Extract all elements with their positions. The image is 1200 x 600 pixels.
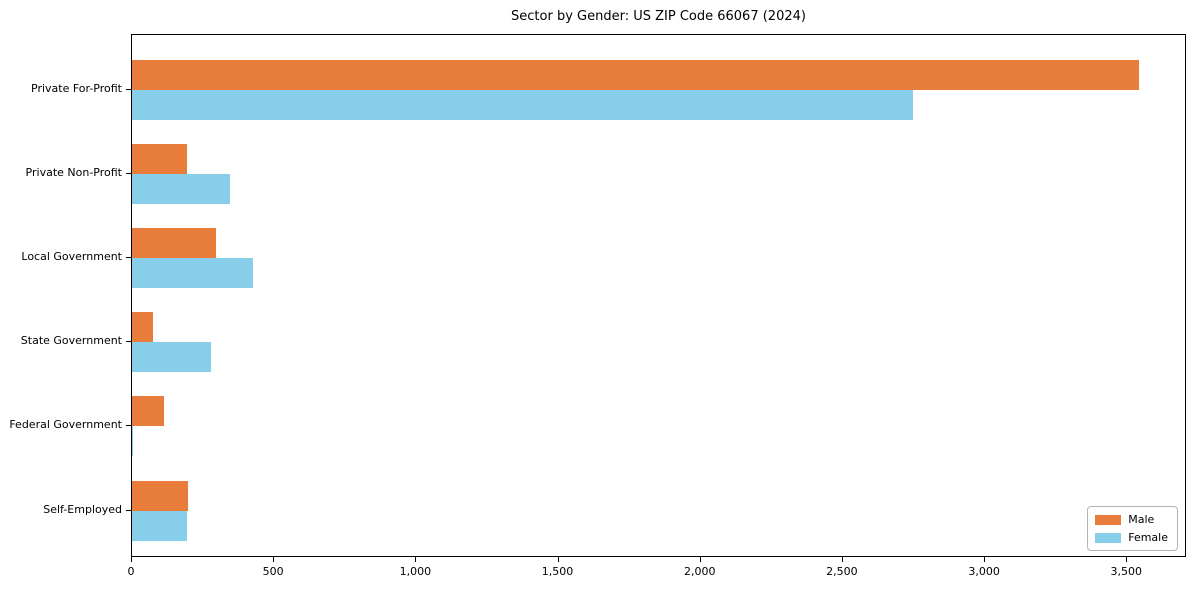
y-tick-mark-private-for-profit	[126, 89, 131, 90]
x-tick-label-500: 500	[262, 565, 284, 578]
legend-swatch-female	[1095, 532, 1122, 543]
bar-male-local-government	[132, 228, 217, 259]
bar-male-state-government	[132, 312, 154, 343]
y-tick-mark-private-non-profit	[126, 173, 131, 175]
y-tick-label-local-government: Local Government	[21, 250, 122, 264]
x-tick-label-1000: 1,000	[399, 565, 432, 578]
x-tick-label-3000: 3,000	[968, 565, 1000, 578]
bar-female-self-employed	[132, 510, 188, 541]
legend-item-female: Female	[1095, 531, 1168, 544]
x-tick-label-3500: 3,500	[1110, 565, 1143, 578]
x-tick-label-2500: 2,500	[826, 565, 858, 578]
x-tick-mark-500	[273, 557, 275, 562]
legend-label-male: Male	[1128, 513, 1155, 526]
x-tick-mark-2000	[699, 557, 701, 562]
x-tick-mark-3500	[1126, 557, 1128, 562]
bar-female-private-for-profit	[132, 90, 913, 120]
x-tick-mark-2500	[841, 557, 843, 562]
bar-female-private-non-profit	[132, 174, 231, 205]
legend-label-female: Female	[1128, 531, 1168, 544]
chart-title: Sector by Gender: US ZIP Code 66067 (202…	[511, 9, 806, 24]
y-tick-label-state-government: State Government	[20, 334, 122, 348]
x-tick-label-2000: 2,000	[683, 565, 716, 578]
x-tick-mark-3000	[984, 557, 986, 562]
bar-female-federal-government	[132, 426, 134, 457]
y-tick-label-private-for-profit: Private For-Profit	[31, 82, 122, 95]
y-tick-label-private-non-profit: Private Non-Profit	[25, 166, 122, 180]
bar-female-state-government	[132, 342, 212, 373]
legend-swatch-male	[1095, 514, 1122, 525]
y-tick-mark-federal-government	[126, 425, 131, 427]
bar-male-private-for-profit	[132, 60, 1139, 90]
plot-area: Male Female	[131, 34, 1186, 557]
legend-item-male: Male	[1095, 513, 1168, 526]
x-tick-label-0: 0	[127, 565, 135, 578]
y-tick-mark-local-government	[126, 257, 131, 259]
y-tick-label-self-employed: Self-Employed	[43, 502, 122, 516]
x-tick-mark-0	[131, 557, 132, 562]
x-tick-mark-1000	[415, 557, 417, 562]
legend: Male Female	[1087, 506, 1178, 551]
bar-male-private-non-profit	[132, 144, 187, 175]
x-tick-label-1500: 1,500	[541, 565, 574, 578]
x-tick-mark-1500	[557, 557, 559, 562]
y-tick-mark-self-employed	[126, 509, 131, 511]
bar-male-self-employed	[132, 480, 188, 511]
bar-female-local-government	[132, 258, 253, 289]
y-tick-label-federal-government: Federal Government	[9, 418, 122, 432]
bar-male-federal-government	[132, 396, 165, 427]
y-tick-mark-state-government	[126, 341, 131, 343]
